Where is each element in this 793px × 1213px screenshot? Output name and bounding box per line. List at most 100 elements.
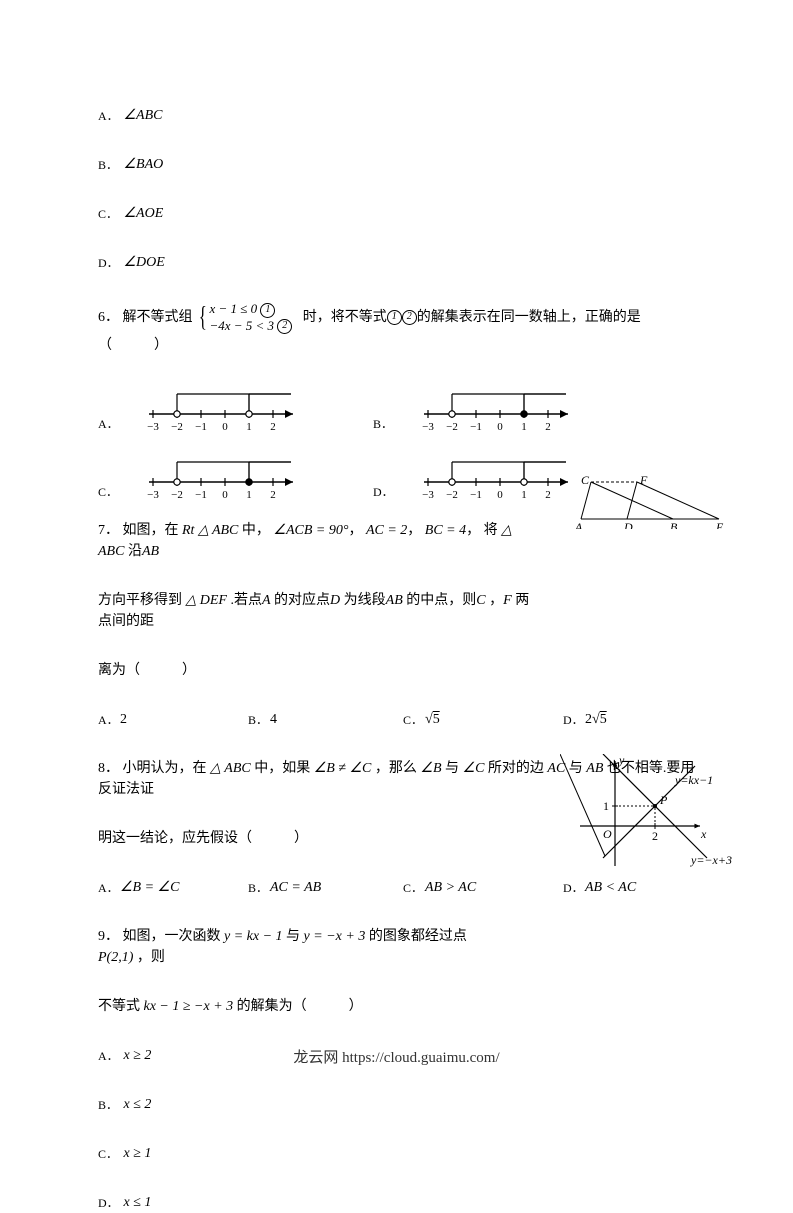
t: 与 <box>286 929 300 944</box>
q5-D: ∠DOE <box>124 255 165 270</box>
t: △ ABC <box>210 761 251 776</box>
q9-C: x ≥ 1 <box>124 1146 152 1161</box>
q9-opt-C: C． x ≥ 1 <box>98 1143 695 1164</box>
svg-text:−2: −2 <box>446 489 458 500</box>
t: △ DEF <box>186 593 227 608</box>
q6-opts-row1: A． −3−2−1012 B． −3−2−1012 <box>98 384 695 432</box>
svg-text:y: y <box>618 754 625 767</box>
svg-text:−3: −3 <box>422 489 434 500</box>
opt-label: B． <box>248 711 270 729</box>
t: AB <box>386 593 403 608</box>
svg-text:1: 1 <box>603 799 609 813</box>
circled-2b-icon: 2 <box>402 310 417 325</box>
t: 沿 <box>128 544 142 559</box>
svg-text:−3: −3 <box>147 421 159 432</box>
t: 为线段 <box>344 593 386 608</box>
t: 小明认为，在 <box>123 761 207 776</box>
t: 的图象都经过点 <box>369 929 467 944</box>
t: ， <box>407 523 421 538</box>
q5-opt-B: B． ∠BAO <box>98 154 695 175</box>
q9-num: 9． <box>98 929 119 944</box>
q6-num: 6． <box>98 310 119 325</box>
t: 的对应点 <box>274 593 330 608</box>
t: y = −x + 3 <box>304 929 366 944</box>
q7-figure: CFADBE <box>573 474 733 529</box>
t: 中， <box>242 523 270 538</box>
q7-D: 2√5 <box>585 712 607 727</box>
svg-text:1: 1 <box>246 421 252 432</box>
t: 将 <box>484 523 498 538</box>
t: ∠B ≠ ∠C <box>314 761 372 776</box>
t: ∠ACB = 90° <box>273 523 348 538</box>
t: .若点 <box>230 593 262 608</box>
q6-eq1: x − 1 ≤ 0 <box>209 301 257 316</box>
t: y = kx − 1 <box>224 929 283 944</box>
t: 不等式 <box>98 999 140 1014</box>
opt-label: D． <box>563 879 585 897</box>
t: ，那么 <box>375 761 417 776</box>
q7-stem-l3: 离为（ ） <box>98 660 695 681</box>
page-content: A． ∠ABC B． ∠BAO C． ∠AOE D． ∠DOE 6． 解不等式组… <box>0 0 793 1213</box>
svg-text:0: 0 <box>222 421 228 432</box>
t: BC = 4 <box>425 523 466 538</box>
q5-opt-A: A． ∠ABC <box>98 105 695 126</box>
q8-num: 8． <box>98 761 119 776</box>
q6-eq2: −4x − 5 < 3 <box>209 318 274 333</box>
svg-text:2: 2 <box>270 489 276 500</box>
q8-B: AC = AB <box>270 880 321 895</box>
svg-text:−1: −1 <box>195 421 207 432</box>
svg-text:−2: −2 <box>446 421 458 432</box>
t: P(2,1) <box>98 950 133 965</box>
svg-text:−1: −1 <box>195 489 207 500</box>
svg-text:A: A <box>574 520 583 529</box>
q9-opt-D: D． x ≤ 1 <box>98 1192 695 1213</box>
svg-text:F: F <box>639 474 648 487</box>
q7-num: 7． <box>98 523 119 538</box>
q5-A: ∠ABC <box>124 108 163 123</box>
q6-stem: 6． 解不等式组 { x − 1 ≤ 0 1 −4x − 5 < 3 2 时，将… <box>98 301 695 356</box>
opt-label: A． <box>98 711 120 729</box>
svg-text:2: 2 <box>545 489 551 500</box>
q7-B: 4 <box>270 712 277 727</box>
t: C <box>476 593 485 608</box>
opt-label: D． <box>98 254 120 272</box>
t: 所对的边 <box>488 761 544 776</box>
opt-label: C． <box>98 483 120 500</box>
t: F <box>503 593 512 608</box>
q6-numberline-A: −3−2−1012 <box>143 384 343 432</box>
svg-text:−3: −3 <box>147 489 159 500</box>
brace-icon: { <box>199 311 207 325</box>
q5-opt-D: D． ∠DOE <box>98 252 695 273</box>
q6-numberline-B: −3−2−1012 <box>418 384 618 432</box>
opt-label: B． <box>248 879 270 897</box>
svg-text:−2: −2 <box>171 489 183 500</box>
opt-label: C． <box>403 711 425 729</box>
q9-stem-l2: 不等式 kx − 1 ≥ −x + 3 的解集为（ ） <box>98 996 695 1017</box>
t: ，则 <box>137 950 165 965</box>
t: kx − 1 ≥ −x + 3 <box>144 999 234 1014</box>
circled-1-icon: 1 <box>260 303 275 318</box>
svg-text:2: 2 <box>652 829 658 843</box>
q6-mid: 时，将不等式 <box>303 310 387 325</box>
q9-stem-l1: 9． 如图，一次函数 y = kx − 1 与 y = −x + 3 的图象都经… <box>98 926 695 968</box>
q8-options: A．∠B = ∠C B．AC = AB C．AB > AC D．AB < AC <box>98 877 695 898</box>
svg-text:E: E <box>715 520 724 529</box>
svg-text:1: 1 <box>521 489 527 500</box>
opt-label: D． <box>563 711 585 729</box>
opt-label: D． <box>98 1194 120 1212</box>
t: A <box>262 593 271 608</box>
svg-text:0: 0 <box>222 489 228 500</box>
opt-label: B． <box>373 415 395 432</box>
opt-label: C． <box>98 205 120 223</box>
circled-2-icon: 2 <box>277 319 292 334</box>
svg-text:2: 2 <box>270 421 276 432</box>
t: 的中点，则 <box>406 593 476 608</box>
t: 方向平移得到 <box>98 593 182 608</box>
page-footer: 龙云网 https://cloud.guaimu.com/ <box>0 1046 793 1067</box>
svg-text:0: 0 <box>497 421 503 432</box>
q7-A: 2 <box>120 712 127 727</box>
svg-text:2: 2 <box>545 421 551 432</box>
t: ∠B <box>420 761 441 776</box>
svg-text:D: D <box>623 520 633 529</box>
t: 如图，一次函数 <box>123 929 221 944</box>
